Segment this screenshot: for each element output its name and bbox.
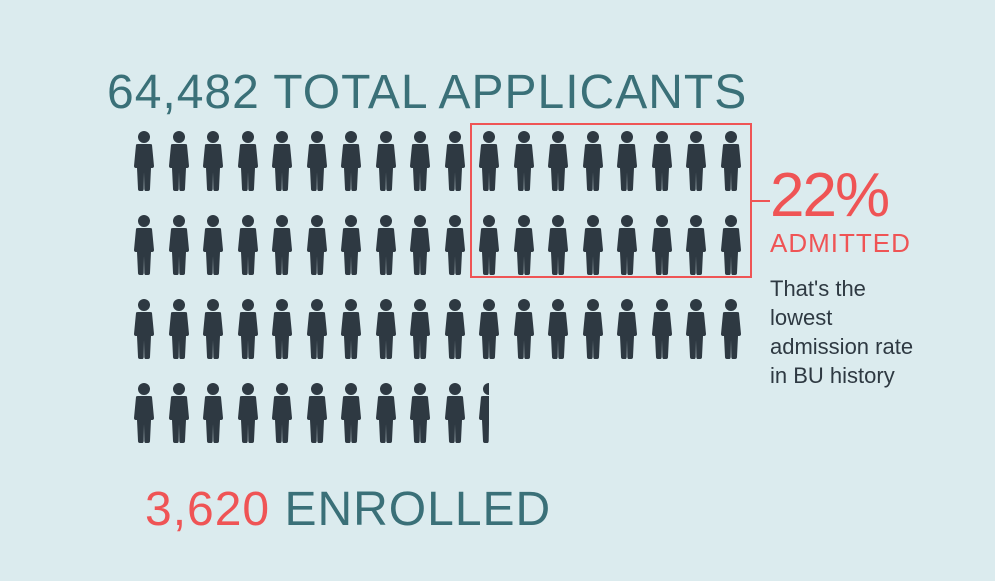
person-icon [613, 214, 641, 276]
person-icon [268, 382, 296, 444]
person-icon [579, 298, 607, 360]
pictogram-grid [130, 130, 750, 466]
headline-total-applicants: 64,482 TOTAL APPLICANTS [107, 65, 747, 120]
person-icon [717, 130, 745, 192]
person-icon [717, 214, 745, 276]
person-icon [337, 382, 365, 444]
person-icon [165, 214, 193, 276]
person-icon [234, 298, 262, 360]
person-icon-half [475, 382, 489, 444]
pictogram-row [130, 214, 750, 276]
admitted-label: ADMITTED [770, 228, 911, 259]
person-icon [510, 298, 538, 360]
person-icon [337, 130, 365, 192]
person-icon [441, 130, 469, 192]
admitted-percentage: 22% [770, 160, 888, 231]
person-icon [303, 130, 331, 192]
person-icon [579, 214, 607, 276]
enrolled-number: 3,620 [145, 483, 270, 536]
person-icon [303, 214, 331, 276]
person-icon [268, 214, 296, 276]
person-icon [372, 382, 400, 444]
person-icon [613, 130, 641, 192]
person-icon [372, 214, 400, 276]
person-icon [648, 298, 676, 360]
person-icon [337, 298, 365, 360]
person-icon [130, 214, 158, 276]
person-icon [199, 130, 227, 192]
person-icon [475, 298, 503, 360]
person-icon [441, 298, 469, 360]
person-icon [199, 382, 227, 444]
person-icon [406, 130, 434, 192]
highlight-connector-line [752, 200, 770, 202]
person-icon [337, 214, 365, 276]
person-icon [406, 214, 434, 276]
person-icon [475, 130, 503, 192]
person-icon [717, 298, 745, 360]
person-icon [268, 130, 296, 192]
pictogram-row [130, 130, 750, 192]
person-icon [165, 298, 193, 360]
person-icon [441, 214, 469, 276]
person-icon [579, 130, 607, 192]
person-icon [268, 298, 296, 360]
person-icon [199, 298, 227, 360]
enrolled-line: 3,620 ENROLLED [145, 482, 551, 537]
person-icon [544, 214, 572, 276]
pictogram-row [130, 298, 750, 360]
person-icon [130, 298, 158, 360]
person-icon [648, 130, 676, 192]
person-icon [165, 382, 193, 444]
person-icon [303, 298, 331, 360]
person-icon [165, 130, 193, 192]
person-icon [682, 214, 710, 276]
person-icon [510, 214, 538, 276]
person-icon [303, 382, 331, 444]
person-icon [406, 298, 434, 360]
person-icon [510, 130, 538, 192]
pictogram-row [130, 382, 750, 444]
person-icon [234, 382, 262, 444]
person-icon [372, 130, 400, 192]
person-icon [544, 130, 572, 192]
person-icon [130, 382, 158, 444]
person-icon [648, 214, 676, 276]
person-icon [406, 382, 434, 444]
person-icon [372, 298, 400, 360]
person-icon [130, 130, 158, 192]
person-icon [682, 298, 710, 360]
person-icon [544, 298, 572, 360]
person-icon [199, 214, 227, 276]
person-icon [441, 382, 469, 444]
person-icon [682, 130, 710, 192]
enrolled-label: ENROLLED [270, 483, 551, 536]
person-icon [234, 130, 262, 192]
person-icon [234, 214, 262, 276]
person-icon [475, 214, 503, 276]
admitted-blurb: That's the lowest admission rate in BU h… [770, 274, 920, 390]
person-icon [613, 298, 641, 360]
